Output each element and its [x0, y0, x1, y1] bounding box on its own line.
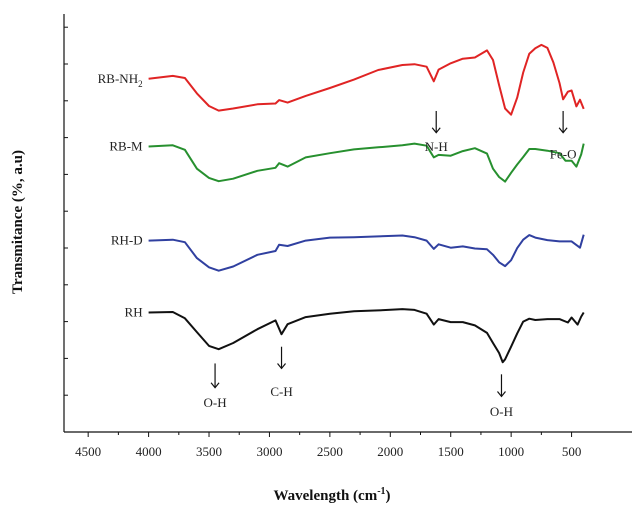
x-tick-label: 1500: [438, 444, 464, 459]
x-tick-label: 2500: [317, 444, 343, 459]
series-line: [148, 308, 585, 364]
annotation-arrow-head: [497, 391, 506, 398]
x-tick-label: 1000: [498, 444, 524, 459]
x-tick-label: 2000: [377, 444, 403, 459]
annotation-label: N-H: [425, 139, 448, 154]
x-tick-label: 3000: [256, 444, 282, 459]
series-label-text: RH: [125, 304, 143, 319]
series-lines: [148, 43, 585, 364]
series-labels: RB-NH2 RB-M RH-D RH: [98, 71, 143, 320]
series-label: RB-NH2: [98, 71, 143, 89]
annotation-arrow-head: [558, 127, 568, 134]
series-label: RH-D: [111, 233, 143, 248]
series-line: [148, 234, 585, 272]
x-axis-title-close: ): [386, 488, 391, 504]
x-axis-title-sup: -1: [377, 486, 385, 497]
series-label: RH: [125, 304, 143, 319]
axes: 4500 4000 3500 3000 2500 2000 1500 1000 500: [63, 14, 632, 459]
y-axis-title: Transmitance (%, a.u): [10, 150, 26, 294]
x-axis-title-main: Wavelength (cm: [273, 488, 377, 504]
x-tick-label: 500: [562, 444, 582, 459]
x-tick-label: 3500: [196, 444, 222, 459]
series-line: [148, 142, 585, 183]
annotation-arrow-head: [277, 363, 287, 370]
annotation-arrow-head: [431, 127, 441, 134]
annotation-label: Fe-O: [550, 147, 577, 162]
x-tick-label: 4000: [136, 444, 162, 459]
series-label-text: RH-D: [111, 233, 143, 248]
peak-annotations: N-H Fe-O O-H C-H O-H: [204, 110, 577, 419]
annotation-arrow-head: [210, 382, 220, 389]
series-label-text: RB-NH: [98, 71, 138, 86]
x-axis-title: Wavelength (cm-1): [273, 486, 390, 504]
annotation-label: O-H: [204, 395, 227, 410]
series-label: RB-M: [109, 139, 143, 154]
series-line: [148, 43, 585, 116]
annotation-label: O-H: [490, 404, 513, 419]
series-label-text: RB-M: [109, 139, 143, 154]
series-label-subscript: 2: [138, 79, 143, 89]
x-tick-label: 4500: [75, 444, 101, 459]
annotation-label: C-H: [270, 384, 292, 399]
